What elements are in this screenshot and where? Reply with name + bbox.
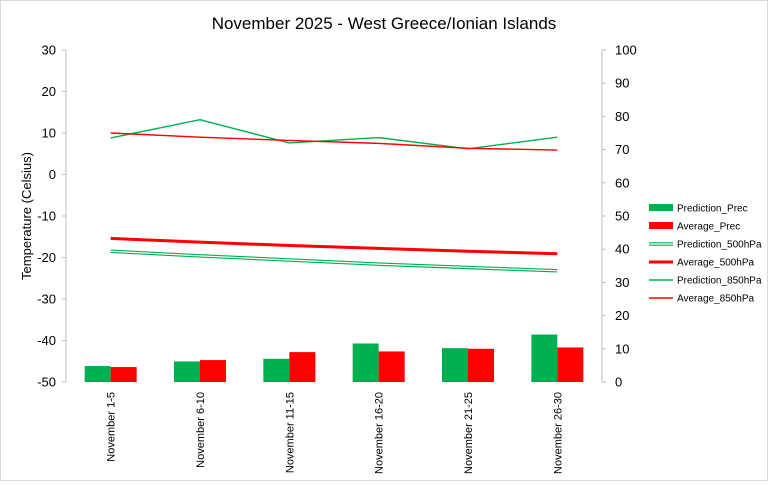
bar-Average_Prec [200,360,226,382]
legend-item: Average_850hPa [649,294,755,305]
legend-item: Average_500hPa [649,258,755,269]
y2-tick-label: 100 [615,43,637,58]
bar-Average_Prec [378,351,405,382]
y2-tick-label: 10 [615,341,629,356]
y2-tick-label: 60 [615,175,629,190]
legend-item: Prediction_850hPa [649,276,762,287]
bar-Prediction_Prec [174,361,200,382]
legend-item: Prediction_500hPa [649,240,762,251]
legend-label: Prediction_500hPa [677,240,762,251]
x-tick-label: November 26-30 [552,392,564,474]
y2-tick-label: 90 [615,76,629,91]
y-tick-label: 30 [42,43,56,58]
y2-tick-label: 70 [615,142,629,157]
legend-item: Average_Prec [649,222,740,233]
bar-Average_Prec [557,347,584,382]
y2-tick-label: 40 [615,242,629,257]
x-tick-label: November 11-15 [284,392,296,473]
bar-Average_Prec [468,348,494,382]
x-tick-label: November 1-5 [106,392,118,462]
y-tick-label: 10 [42,126,56,141]
bar-Average_Prec [289,352,316,382]
y2-tick-label: 0 [615,375,622,390]
y-tick-label: -50 [37,375,56,390]
y-tick-label: 20 [42,84,56,99]
x-tick-label: November 21-25 [463,392,475,474]
legend-swatch [649,222,673,229]
legend-label: Average_850hPa [677,294,755,305]
y2-tick-label: 30 [615,275,629,290]
legend-label: Average_Prec [677,222,740,233]
legend: Prediction_Prec Average_Prec Prediction_50… [649,204,762,305]
y-tick-label: -40 [37,333,56,348]
plot-area: 3020100-10-20-30-40-50100908070605040302… [37,43,637,474]
y2-tick-label: 80 [615,109,629,124]
bar-Prediction_Prec [84,366,111,382]
line-Average_500hPa [110,236,558,256]
legend-item: Prediction_Prec [649,204,748,215]
y2-tick-label: 50 [615,209,629,224]
bar-Prediction_Prec [263,358,290,382]
y2-tick-label: 20 [615,308,629,323]
bar-Prediction_Prec [352,343,379,382]
line-Prediction_850hPa [110,119,558,150]
legend-label: Prediction_850hPa [677,276,762,287]
legend-swatch [649,204,673,211]
legend-label: Average_500hPa [677,258,755,269]
y-tick-label: -10 [37,209,56,224]
y-axis-label: Temperature (Celsius) [19,152,34,280]
bar-Average_Prec [110,367,137,382]
line-Average_850hPa [110,132,558,151]
legend-label: Prediction_Prec [677,204,748,215]
y-tick-label: -20 [37,250,56,265]
x-tick-label: November 16-20 [374,392,386,474]
line-Prediction_500hPa-inner [110,250,558,272]
y-tick-label: 0 [49,167,56,182]
x-tick-label: November 6-10 [195,392,207,468]
chart-title: November 2025 - West Greece/Ionian Islan… [212,14,557,33]
bar-Prediction_Prec [531,334,558,382]
bar-Prediction_Prec [442,348,468,382]
y-tick-label: -30 [37,292,56,307]
